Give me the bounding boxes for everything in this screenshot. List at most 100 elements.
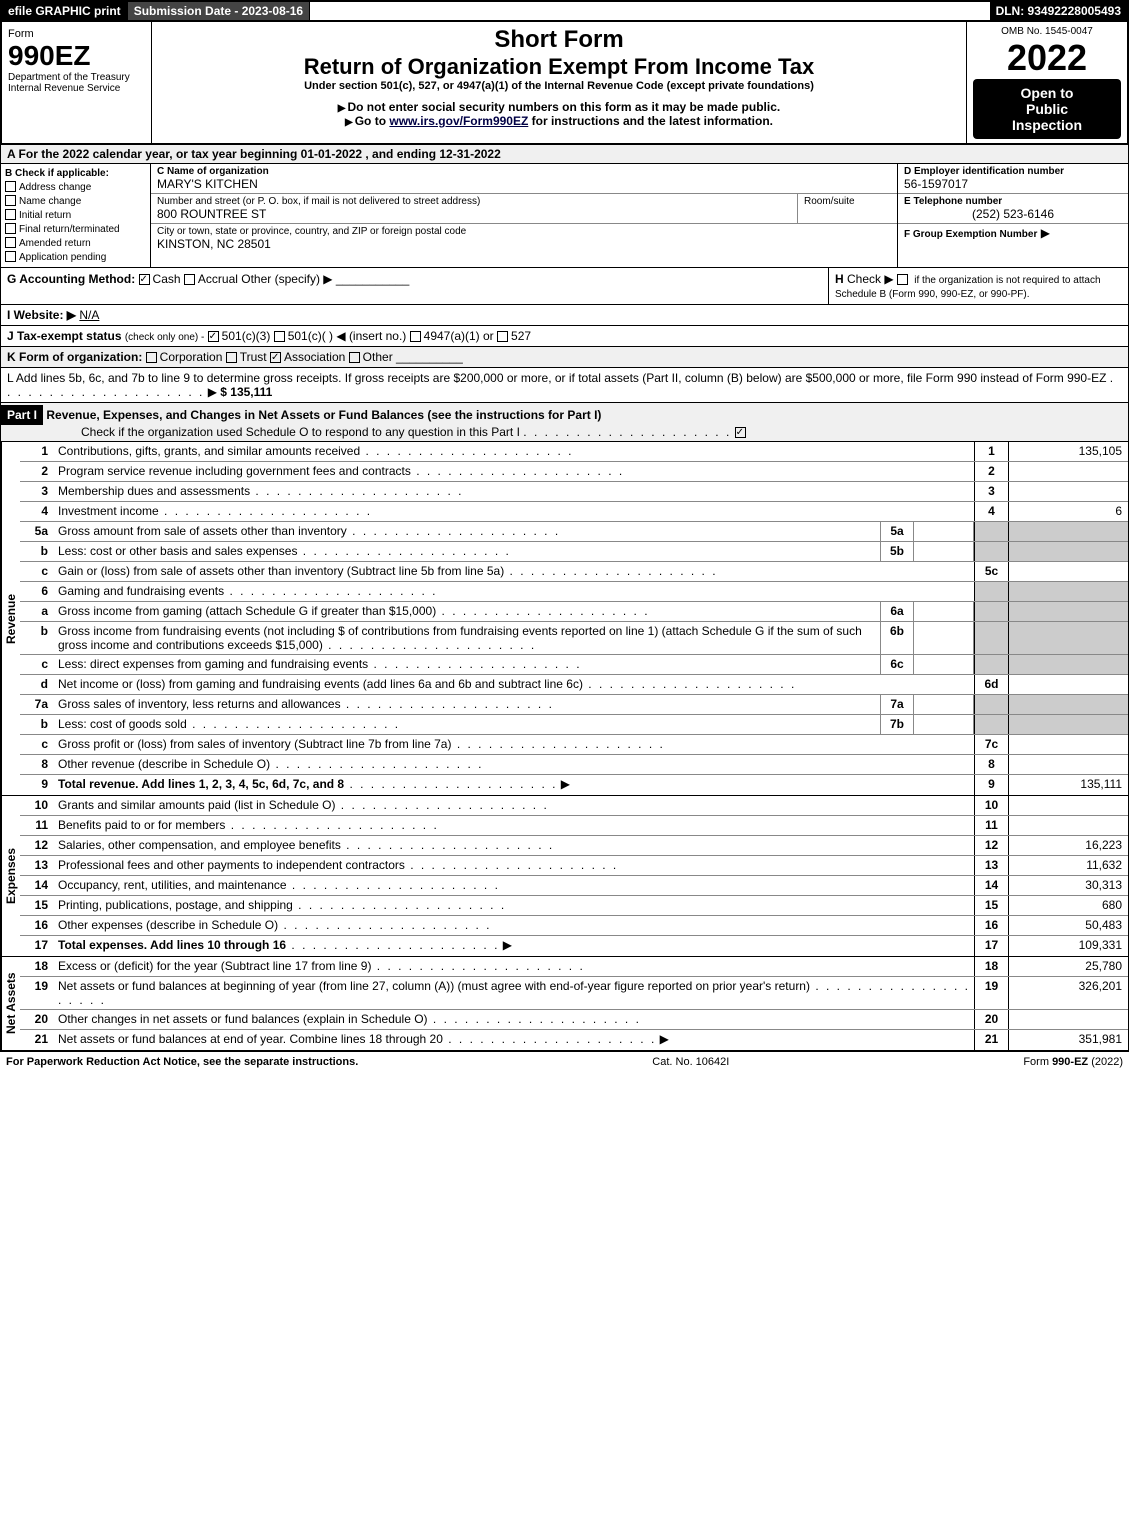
checkbox-name-change[interactable] [5, 195, 16, 206]
result-num: 7c [974, 735, 1008, 754]
line-description: Other expenses (describe in Schedule O) [54, 916, 974, 935]
line-row: 10Grants and similar amounts paid (list … [20, 796, 1128, 816]
line-row: 15Printing, publications, postage, and s… [20, 896, 1128, 916]
line-description: Gain or (loss) from sale of assets other… [54, 562, 974, 581]
website-value: N/A [79, 308, 99, 322]
checkbox-amended-return[interactable] [5, 237, 16, 248]
form-label: Form [8, 28, 34, 40]
sub-line-val [914, 522, 974, 541]
line-row: 12Salaries, other compensation, and empl… [20, 836, 1128, 856]
line-row: 7aGross sales of inventory, less returns… [20, 695, 1128, 715]
return-title: Return of Organization Exempt From Incom… [158, 54, 960, 80]
result-val [1008, 582, 1128, 601]
result-val [1008, 655, 1128, 674]
result-num: 21 [974, 1030, 1008, 1050]
page-footer: For Paperwork Reduction Act Notice, see … [0, 1051, 1129, 1072]
line-row: 6Gaming and fundraising events [20, 582, 1128, 602]
line-number: 3 [20, 482, 54, 501]
result-num [974, 695, 1008, 714]
result-num [974, 622, 1008, 654]
sub-line-val [914, 622, 974, 654]
result-num [974, 542, 1008, 561]
line-row: 2Program service revenue including gover… [20, 462, 1128, 482]
checkbox-corporation[interactable] [146, 352, 157, 363]
checkbox-application-pending[interactable] [5, 251, 16, 262]
line-description: Total revenue. Add lines 1, 2, 3, 4, 5c,… [54, 775, 974, 795]
open-line-1: Open to [979, 85, 1115, 101]
line-description: Program service revenue including govern… [54, 462, 974, 481]
checkbox-initial-return[interactable] [5, 209, 16, 220]
checkbox-cash[interactable] [139, 274, 150, 285]
checkbox-other-org[interactable] [349, 352, 360, 363]
checkbox-4947[interactable] [410, 331, 421, 342]
checkbox-accrual[interactable] [184, 274, 195, 285]
box-c-label: C Name of organization [157, 166, 891, 177]
org-name: MARY'S KITCHEN [157, 177, 891, 191]
opt-527: 527 [511, 329, 531, 343]
line-description: Investment income [54, 502, 974, 521]
sub-line-val [914, 695, 974, 714]
result-num: 1 [974, 442, 1008, 461]
line-description: Total expenses. Add lines 10 through 16 … [54, 936, 974, 956]
line-row: cLess: direct expenses from gaming and f… [20, 655, 1128, 675]
result-num: 15 [974, 896, 1008, 915]
sub-line-num: 7a [880, 695, 914, 714]
result-val [1008, 622, 1128, 654]
sub-line-num: 5b [880, 542, 914, 561]
line-i-label: I Website: ▶ [7, 308, 76, 322]
result-num: 6d [974, 675, 1008, 694]
checkbox-schedule-b[interactable] [897, 274, 908, 285]
result-val: 50,483 [1008, 916, 1128, 935]
line-description: Gross profit or (loss) from sales of inv… [54, 735, 974, 754]
line-number: b [20, 622, 54, 654]
line-number: 7a [20, 695, 54, 714]
sub-line-num: 6c [880, 655, 914, 674]
line-description: Gross amount from sale of assets other t… [54, 522, 880, 541]
line-number: 10 [20, 796, 54, 815]
checkbox-trust[interactable] [226, 352, 237, 363]
checkbox-501c3[interactable] [208, 331, 219, 342]
line-l-text: L Add lines 5b, 6c, and 7b to line 9 to … [7, 371, 1106, 385]
line-row: 16Other expenses (describe in Schedule O… [20, 916, 1128, 936]
result-val: 6 [1008, 502, 1128, 521]
under-section: Under section 501(c), 527, or 4947(a)(1)… [158, 80, 960, 92]
result-val: 109,331 [1008, 936, 1128, 956]
room-label: Room/suite [804, 196, 891, 207]
line-number: 2 [20, 462, 54, 481]
ein-value: 56-1597017 [904, 177, 1122, 191]
result-num [974, 655, 1008, 674]
result-val: 326,201 [1008, 977, 1128, 1009]
opt-501c: 501(c)( ) ◀ (insert no.) [288, 329, 407, 343]
line-description: Gross income from fundraising events (no… [54, 622, 880, 654]
line-number: 5a [20, 522, 54, 541]
open-inspection-badge: Open to Public Inspection [973, 79, 1121, 139]
sub-line-num: 7b [880, 715, 914, 734]
result-val [1008, 675, 1128, 694]
sub-line-val [914, 655, 974, 674]
line-h-check: Check ▶ [847, 272, 894, 286]
result-num: 17 [974, 936, 1008, 956]
checkbox-527[interactable] [497, 331, 508, 342]
result-val: 135,105 [1008, 442, 1128, 461]
checkbox-501c[interactable] [274, 331, 285, 342]
checkbox-address-change[interactable] [5, 181, 16, 192]
line-description: Other changes in net assets or fund bala… [54, 1010, 974, 1029]
line-description: Salaries, other compensation, and employ… [54, 836, 974, 855]
irs-link[interactable]: www.irs.gov/Form990EZ [389, 114, 528, 128]
gross-receipts: $ 135,111 [220, 385, 272, 399]
accounting-row: G Accounting Method: Cash Accrual Other … [0, 268, 1129, 305]
result-val [1008, 695, 1128, 714]
result-num: 11 [974, 816, 1008, 835]
line-number: 4 [20, 502, 54, 521]
street-value: 800 ROUNTREE ST [157, 207, 791, 221]
checkbox-association[interactable] [270, 352, 281, 363]
line-l-row: L Add lines 5b, 6c, and 7b to line 9 to … [0, 368, 1129, 403]
line-number: 15 [20, 896, 54, 915]
line-row: 1Contributions, gifts, grants, and simil… [20, 442, 1128, 462]
part-1-check-text: Check if the organization used Schedule … [81, 425, 520, 439]
checkbox-schedule-o[interactable] [735, 427, 746, 438]
part-1-label: Part I [1, 405, 43, 425]
line-row: cGross profit or (loss) from sales of in… [20, 735, 1128, 755]
line-description: Occupancy, rent, utilities, and maintena… [54, 876, 974, 895]
checkbox-final-return[interactable] [5, 223, 16, 234]
